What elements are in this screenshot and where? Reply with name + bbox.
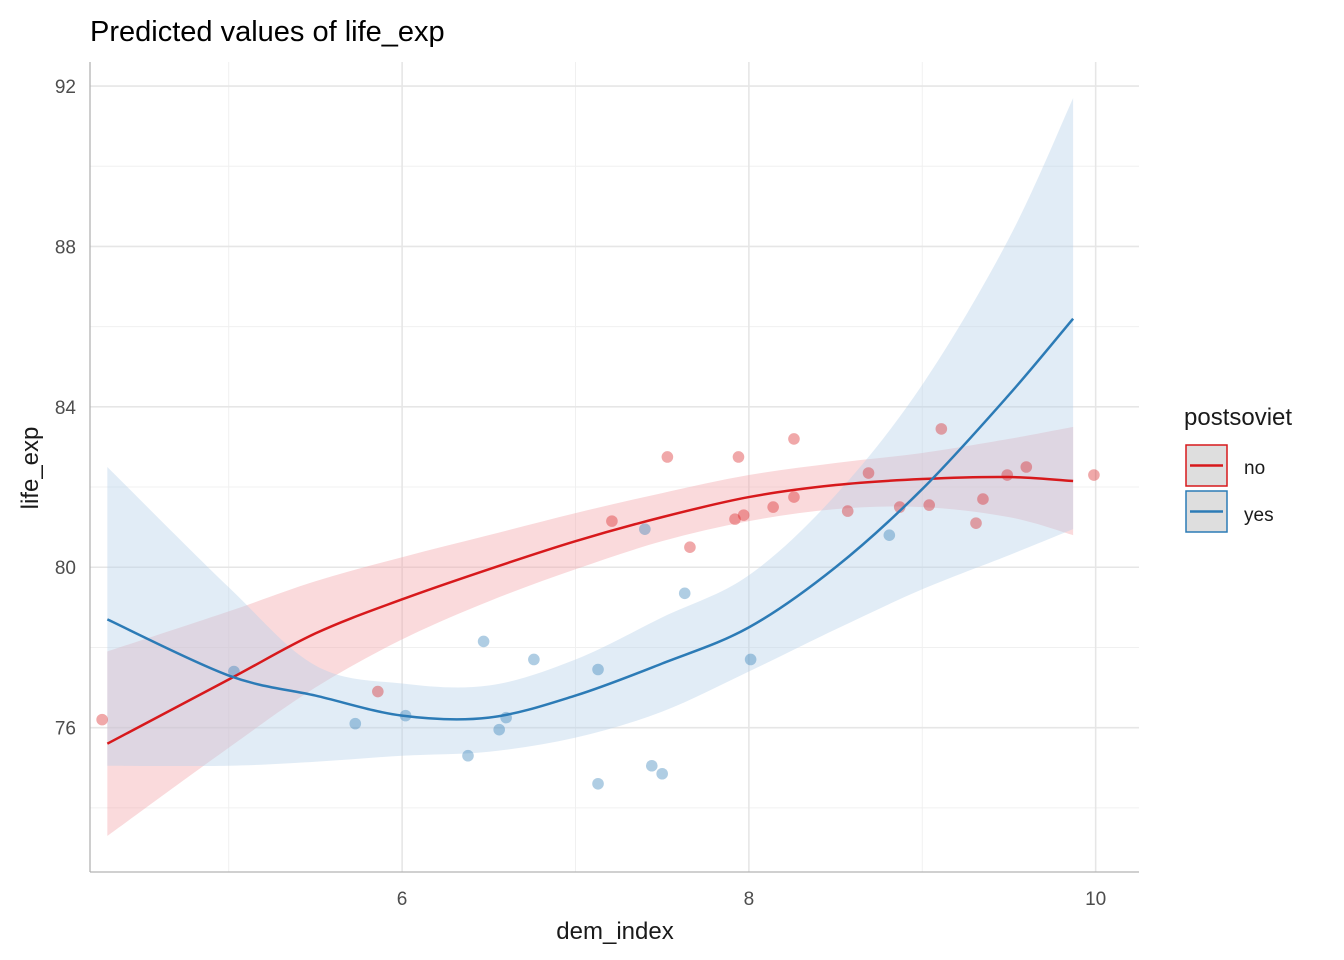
- data-point-no: [970, 517, 982, 529]
- x-tick-label: 8: [744, 889, 755, 910]
- legend: postsoviet no yes: [1184, 404, 1292, 533]
- axes: [89, 62, 1139, 873]
- data-point-yes: [592, 777, 604, 790]
- data-point-no: [684, 541, 696, 553]
- data-point-yes: [493, 723, 505, 736]
- data-point-no: [661, 451, 674, 463]
- y-tick-label: 76: [55, 719, 76, 740]
- legend-label-yes: yes: [1244, 505, 1274, 526]
- y-tick-label: 92: [55, 77, 76, 98]
- data-point-no: [788, 433, 800, 445]
- fit-line-yes: [106, 317, 1075, 721]
- data-point-no: [732, 451, 745, 463]
- x-axis-title: dem_index: [556, 918, 673, 945]
- fit-lines: [106, 317, 1075, 745]
- data-point-no: [923, 499, 935, 511]
- data-point-no: [737, 509, 750, 521]
- data-point-no: [729, 513, 741, 525]
- data-point-yes: [744, 653, 757, 666]
- y-tick-label: 80: [55, 558, 76, 579]
- data-point-yes: [477, 635, 490, 648]
- legend-label-no: no: [1244, 458, 1265, 479]
- y-axis-title: life_exp: [17, 427, 44, 510]
- data-point-no: [788, 491, 800, 503]
- data-point-yes: [678, 587, 691, 600]
- legend-item-yes: yes: [1185, 490, 1274, 533]
- data-point-no: [862, 467, 875, 479]
- data-point-yes: [656, 767, 668, 780]
- x-tick-labels: 6 8 10: [397, 889, 1106, 910]
- data-point-yes: [592, 663, 604, 676]
- y-tick-labels: 76 80 84 88 92: [55, 77, 77, 740]
- confidence-bands: [107, 98, 1074, 836]
- data-point-yes: [639, 523, 651, 535]
- confidence-band-yes: [107, 98, 1074, 767]
- data-point-yes: [645, 759, 658, 772]
- legend-item-no: no: [1185, 444, 1265, 487]
- data-point-no: [372, 685, 384, 698]
- x-tick-label: 10: [1085, 889, 1106, 910]
- data-point-no: [893, 501, 906, 513]
- confidence-band-no: [107, 426, 1074, 836]
- data-point-yes: [528, 653, 540, 666]
- data-point-no: [977, 493, 989, 505]
- data-point-no: [96, 713, 108, 726]
- data-point-yes: [462, 749, 474, 762]
- chart-title: Predicted values of life_exp: [90, 16, 445, 48]
- data-point-yes: [883, 529, 896, 541]
- data-point-no: [1088, 469, 1100, 481]
- data-point-yes: [349, 717, 362, 730]
- legend-title: postsoviet: [1184, 404, 1292, 431]
- fit-line-no: [106, 475, 1074, 745]
- data-point-no: [1020, 461, 1033, 473]
- y-tick-label: 84: [55, 398, 77, 419]
- data-point-no: [841, 505, 854, 517]
- major-gridlines: [90, 62, 1139, 872]
- minor-gridlines: [90, 62, 1139, 872]
- y-tick-label: 88: [55, 237, 76, 258]
- data-point-no: [767, 501, 779, 513]
- data-point-no: [606, 515, 618, 527]
- data-point-no: [935, 423, 948, 435]
- data-point-no: [1001, 469, 1014, 481]
- x-tick-label: 6: [397, 889, 408, 910]
